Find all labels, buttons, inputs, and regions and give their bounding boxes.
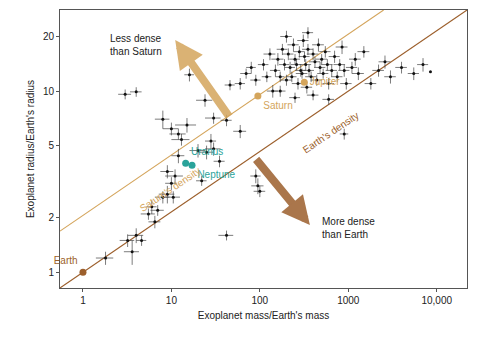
svg-text:5: 5 [48, 140, 54, 151]
svg-text:Saturn: Saturn [263, 100, 292, 111]
svg-text:2: 2 [48, 212, 54, 223]
svg-text:Uranus: Uranus [191, 146, 223, 157]
svg-text:100: 100 [251, 295, 268, 306]
svg-text:1000: 1000 [337, 295, 360, 306]
svg-text:Neptune: Neptune [197, 169, 235, 180]
svg-text:1: 1 [48, 267, 54, 278]
svg-text:Saturn's density: Saturn's density [138, 165, 203, 214]
svg-text:1: 1 [80, 295, 86, 306]
svg-text:Jupiter: Jupiter [310, 76, 341, 87]
svg-text:10: 10 [166, 295, 178, 306]
svg-text:Earth: Earth [54, 255, 78, 266]
svg-text:20: 20 [43, 31, 55, 42]
svg-text:10: 10 [43, 86, 55, 97]
svg-text:More densethan Earth: More densethan Earth [322, 216, 375, 240]
svg-text:Exoplanet radius/Earth's radiu: Exoplanet radius/Earth's radius [25, 80, 36, 218]
svg-text:Less densethan Saturn: Less densethan Saturn [110, 33, 162, 57]
svg-text:10,000: 10,000 [421, 295, 452, 306]
svg-text:Earth's density: Earth's density [301, 110, 361, 156]
svg-text:Exoplanet mass/Earth's mass: Exoplanet mass/Earth's mass [198, 310, 329, 321]
